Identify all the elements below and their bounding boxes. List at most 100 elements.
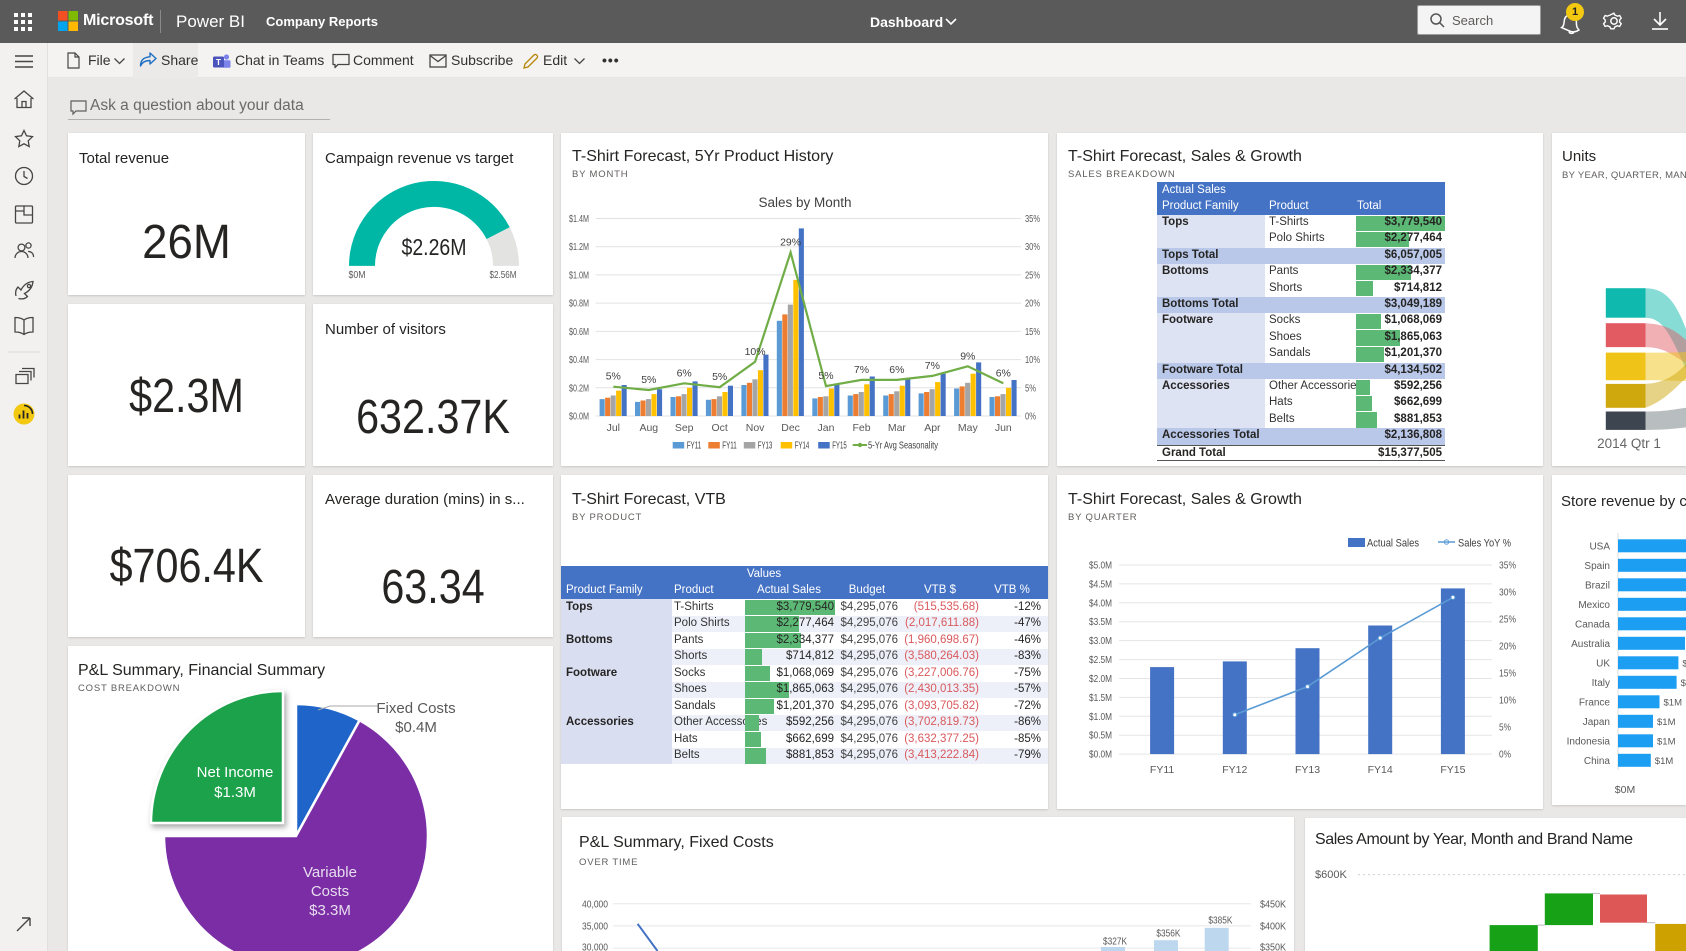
svg-text:10%: 10% [745,346,766,358]
svg-text:$1M: $1M [1657,736,1676,747]
svg-text:Variable: Variable [303,864,357,881]
svg-text:30%: 30% [1025,242,1040,253]
svg-text:$450K: $450K [1260,899,1286,910]
svg-text:$327K: $327K [1103,937,1127,948]
svg-text:5%: 5% [712,371,727,383]
svg-text:Net Income: Net Income [197,764,274,781]
svg-text:Fixed Costs: Fixed Costs [376,700,455,717]
svg-text:$1.3M: $1.3M [214,784,256,801]
svg-text:$2.5M: $2.5M [1089,654,1112,666]
svg-text:USA: USA [1589,541,1610,552]
svg-text:5%: 5% [641,374,656,386]
svg-text:6%: 6% [677,367,692,379]
svg-text:China: China [1584,756,1611,767]
svg-text:Indonesia: Indonesia [1567,736,1611,747]
svg-text:0%: 0% [1499,749,1511,761]
svg-text:9%: 9% [960,350,975,362]
svg-text:$0M: $0M [349,270,366,281]
svg-text:$1.5M: $1.5M [1089,692,1112,704]
svg-text:$0M: $0M [1615,784,1635,796]
svg-text:Spain: Spain [1584,561,1610,572]
svg-text:FY11: FY11 [1150,764,1174,776]
svg-text:$356K: $356K [1156,929,1180,940]
svg-text:25%: 25% [1025,270,1040,281]
svg-text:7%: 7% [925,360,940,372]
svg-text:$1.0M: $1.0M [569,270,589,281]
svg-text:FY13: FY13 [758,441,773,452]
svg-text:30%: 30% [1499,587,1516,599]
svg-text:2014 Qtr 1: 2014 Qtr 1 [1597,436,1661,451]
svg-text:$4.0M: $4.0M [1089,597,1112,609]
svg-text:Japan: Japan [1583,717,1610,728]
svg-text:5%: 5% [1499,722,1511,734]
svg-text:$4.5M: $4.5M [1089,578,1112,590]
svg-text:Oct: Oct [712,422,728,434]
svg-text:$0.4M: $0.4M [569,355,589,366]
svg-text:30,000: 30,000 [582,943,608,951]
svg-text:$0.0M: $0.0M [569,412,589,423]
svg-text:T: T [216,57,222,67]
svg-text:FY13: FY13 [1295,764,1320,776]
svg-text:Jul: Jul [607,422,620,434]
svg-text:UK: UK [1596,658,1610,669]
svg-text:$1M: $1M [1664,697,1683,708]
svg-text:Sales YoY %: Sales YoY % [1458,538,1511,550]
svg-text:15%: 15% [1025,327,1040,338]
svg-text:35,000: 35,000 [582,921,608,932]
svg-text:$350K: $350K [1260,943,1286,951]
svg-text:Costs: Costs [311,883,349,900]
svg-text:5-Yr Avg Seasonality: 5-Yr Avg Seasonality [868,441,938,452]
svg-text:0%: 0% [1025,412,1036,423]
svg-text:FY14: FY14 [795,441,810,452]
svg-text:Apr: Apr [924,422,941,434]
svg-text:$3.0M: $3.0M [1089,635,1112,647]
svg-text:10%: 10% [1499,695,1516,707]
svg-text:Sales by Month: Sales by Month [758,195,851,210]
svg-text:$5.0M: $5.0M [1089,560,1112,572]
svg-text:FY15: FY15 [1440,764,1465,776]
svg-text:Nov: Nov [746,422,765,434]
svg-text:$1M: $1M [1655,756,1674,767]
svg-text:5%: 5% [606,371,621,383]
svg-text:$2.56M: $2.56M [490,270,517,281]
svg-text:$385K: $385K [1208,916,1232,927]
svg-text:FY12: FY12 [1222,764,1247,776]
svg-text:$0.8M: $0.8M [569,299,589,310]
svg-text:$400K: $400K [1260,921,1286,932]
svg-text:6%: 6% [889,364,904,376]
svg-text:$2.0M: $2.0M [1089,673,1112,685]
svg-text:FY11: FY11 [687,441,702,452]
svg-text:Sep: Sep [675,422,694,434]
svg-text:35%: 35% [1025,214,1040,225]
svg-text:$0.4M: $0.4M [395,719,437,736]
svg-text:Actual Sales: Actual Sales [1367,538,1419,550]
svg-text:$600K: $600K [1315,869,1347,881]
svg-text:$1M: $1M [1681,678,1686,689]
svg-text:$0.2M: $0.2M [569,383,589,394]
svg-text:$3.5M: $3.5M [1089,616,1112,628]
svg-text:Brazil: Brazil [1585,580,1610,591]
svg-text:Dec: Dec [781,422,800,434]
svg-text:5%: 5% [1025,383,1036,394]
svg-text:$1.4M: $1.4M [569,214,589,225]
svg-text:40,000: 40,000 [582,899,608,910]
svg-text:Aug: Aug [639,422,658,434]
svg-text:29%: 29% [780,236,801,248]
svg-text:FY15: FY15 [832,441,847,452]
svg-text:Jun: Jun [995,422,1012,434]
svg-text:Australia: Australia [1571,639,1610,650]
svg-text:$1.2M: $1.2M [569,242,589,253]
svg-text:$0.0M: $0.0M [1089,749,1112,761]
svg-text:Jan: Jan [818,422,835,434]
svg-text:France: France [1579,697,1611,708]
svg-text:25%: 25% [1499,614,1516,626]
svg-text:7%: 7% [854,364,869,376]
svg-text:$0.5M: $0.5M [1089,730,1112,742]
svg-text:$0.6M: $0.6M [569,327,589,338]
svg-text:Italy: Italy [1592,678,1610,689]
svg-text:May: May [958,422,979,434]
svg-text:$2.26M: $2.26M [402,234,467,260]
svg-text:Mar: Mar [888,422,907,434]
svg-text:$3.3M: $3.3M [309,902,351,919]
svg-text:$1.0M: $1.0M [1089,711,1112,723]
